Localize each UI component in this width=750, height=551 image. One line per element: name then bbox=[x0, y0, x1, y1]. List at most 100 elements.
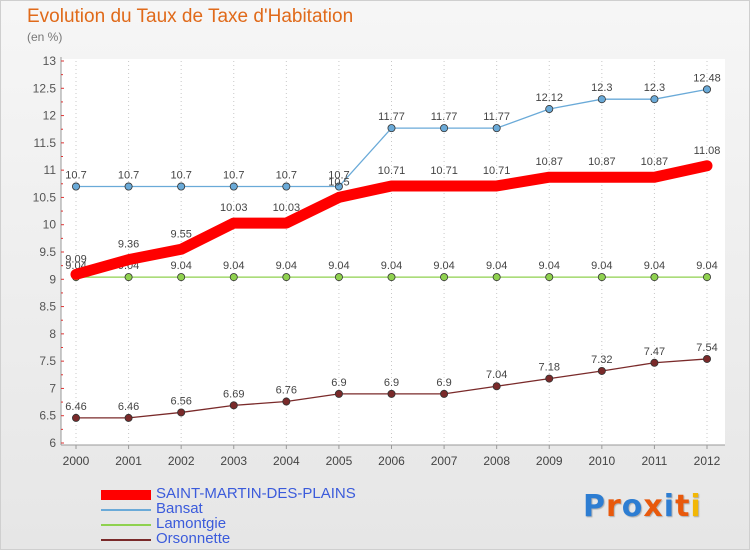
data-point bbox=[334, 389, 343, 398]
data-point bbox=[124, 413, 133, 422]
legend-swatch bbox=[101, 490, 151, 500]
legend-label: SAINT-MARTIN-DES-PLAINS bbox=[156, 485, 356, 502]
data-point bbox=[545, 273, 554, 282]
y-tick-label: 9 bbox=[49, 272, 56, 286]
logo-letter: i bbox=[690, 489, 702, 524]
data-label: 6.9 bbox=[436, 377, 451, 389]
data-label: 10.5 bbox=[328, 176, 349, 188]
y-tick-label: 10 bbox=[43, 218, 57, 232]
data-point bbox=[282, 397, 291, 406]
data-label: 6.9 bbox=[384, 377, 399, 389]
legend-swatch bbox=[101, 524, 151, 526]
data-label: 9.36 bbox=[118, 239, 139, 251]
data-label: 11.77 bbox=[378, 111, 405, 123]
data-point bbox=[229, 273, 238, 282]
data-label: 9.09 bbox=[65, 253, 86, 265]
data-label: 6.56 bbox=[170, 395, 191, 407]
data-label: 10.71 bbox=[430, 165, 458, 177]
data-label: 9.04 bbox=[486, 260, 507, 272]
data-point bbox=[334, 273, 343, 282]
y-tick-label: 10.5 bbox=[33, 190, 57, 204]
x-tick-label: 2003 bbox=[220, 454, 247, 468]
data-label: 10.7 bbox=[170, 170, 191, 182]
data-label: 9.04 bbox=[539, 260, 560, 272]
data-label: 10.71 bbox=[483, 165, 511, 177]
data-point bbox=[492, 382, 501, 391]
data-point bbox=[124, 182, 133, 191]
y-tick-label: 12.5 bbox=[33, 81, 57, 95]
data-label: 12.3 bbox=[591, 82, 612, 94]
data-label: 6.69 bbox=[223, 388, 244, 400]
data-point bbox=[229, 182, 238, 191]
data-point bbox=[387, 389, 396, 398]
legend-label: Bansat bbox=[156, 500, 203, 517]
legend-swatch bbox=[101, 539, 151, 541]
data-label: 10.71 bbox=[378, 165, 406, 177]
data-label: 9.04 bbox=[223, 260, 244, 272]
data-point bbox=[72, 413, 81, 422]
data-label: 9.04 bbox=[696, 260, 717, 272]
data-point bbox=[440, 389, 449, 398]
data-point bbox=[282, 182, 291, 191]
data-point bbox=[72, 182, 81, 191]
data-label: 6.46 bbox=[65, 401, 86, 413]
data-point bbox=[440, 273, 449, 282]
data-point bbox=[177, 408, 186, 417]
data-label: 10.03 bbox=[273, 202, 301, 214]
data-label: 6.46 bbox=[118, 401, 139, 413]
x-tick-label: 2000 bbox=[63, 454, 90, 468]
data-label: 11.77 bbox=[483, 111, 510, 123]
x-tick-label: 2005 bbox=[326, 454, 353, 468]
x-tick-label: 2011 bbox=[642, 454, 668, 468]
data-point bbox=[492, 124, 501, 133]
data-label: 7.32 bbox=[591, 354, 612, 366]
x-tick-label: 2009 bbox=[536, 454, 563, 468]
data-label: 10.7 bbox=[118, 170, 139, 182]
data-point bbox=[650, 358, 659, 367]
x-tick-label: 2004 bbox=[273, 454, 300, 468]
data-label: 9.04 bbox=[644, 260, 665, 272]
chart-title: Evolution du Taux de Taxe d'Habitation bbox=[27, 6, 354, 27]
x-tick-label: 2012 bbox=[694, 454, 721, 468]
data-label: 9.04 bbox=[591, 260, 612, 272]
logo-letter: x bbox=[643, 489, 664, 524]
data-label: 6.76 bbox=[276, 385, 297, 397]
data-point bbox=[597, 95, 606, 104]
data-label: 7.47 bbox=[644, 346, 665, 358]
data-label: 12.3 bbox=[644, 82, 665, 94]
data-label: 11.08 bbox=[694, 145, 721, 157]
data-point bbox=[282, 273, 291, 282]
data-label: 9.04 bbox=[170, 260, 191, 272]
data-point bbox=[545, 105, 554, 114]
data-label: 10.87 bbox=[535, 156, 563, 168]
logo-letter: P bbox=[583, 489, 606, 524]
chart-subtitle: (en %) bbox=[27, 30, 63, 44]
data-label: 7.04 bbox=[486, 369, 507, 381]
data-point bbox=[229, 401, 238, 410]
data-point bbox=[440, 124, 449, 133]
x-tick-label: 2007 bbox=[431, 454, 458, 468]
x-tick-label: 2006 bbox=[378, 454, 405, 468]
data-label: 9.04 bbox=[328, 260, 349, 272]
data-point bbox=[124, 273, 133, 282]
logo-letter: t bbox=[675, 489, 691, 524]
data-point bbox=[177, 273, 186, 282]
data-label: 10.87 bbox=[588, 156, 616, 168]
data-label: 7.18 bbox=[539, 362, 560, 374]
data-point bbox=[597, 366, 606, 375]
data-label: 6.9 bbox=[331, 377, 346, 389]
y-tick-label: 6 bbox=[49, 436, 56, 450]
proxiti-logo: Proxiti bbox=[583, 489, 702, 524]
data-label: 9.04 bbox=[381, 260, 402, 272]
data-point bbox=[334, 182, 343, 191]
y-tick-label: 7 bbox=[49, 381, 56, 395]
data-point bbox=[703, 273, 712, 282]
data-point bbox=[387, 124, 396, 133]
y-tick-label: 8.5 bbox=[39, 300, 56, 314]
x-tick-label: 2010 bbox=[588, 454, 615, 468]
legend-swatch bbox=[101, 509, 151, 511]
logo-letter: r bbox=[606, 489, 622, 524]
data-label: 11.77 bbox=[431, 111, 458, 123]
